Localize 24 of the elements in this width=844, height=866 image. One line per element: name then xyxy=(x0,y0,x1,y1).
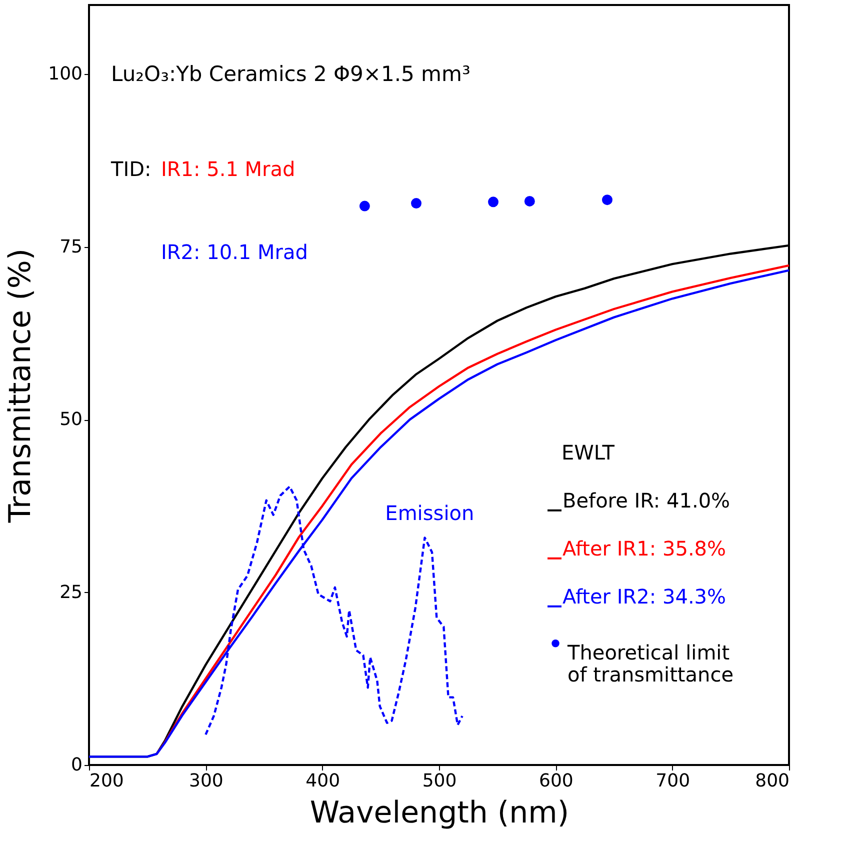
legend-title: EWLT xyxy=(562,440,616,464)
legend-label: Before IR: 41.0% xyxy=(562,488,730,512)
annotation: TID: xyxy=(110,157,152,181)
x-tick-label: 300 xyxy=(188,770,224,792)
legend-label: Theoretical limit of transmittance xyxy=(566,640,734,686)
legend-label: After IR1: 35.8% xyxy=(562,536,726,560)
series-label: Emission xyxy=(385,501,474,526)
x-tick-label: 500 xyxy=(422,770,457,792)
x-tick-label: 800 xyxy=(755,770,790,792)
x-axis-title: Wavelength (nm) xyxy=(310,796,570,830)
x-tick-label: 200 xyxy=(90,770,124,792)
text: Lu₂O₃:Yb Ceramics 2 Φ9×1.5 mm³ xyxy=(111,62,470,86)
annotation: IR2: 10.1 Mrad xyxy=(161,240,308,264)
y-tick-label: 100 xyxy=(48,64,82,85)
x-tick-label: 600 xyxy=(538,770,574,792)
y-tick-label: 75 xyxy=(60,236,82,258)
y-tick-label: 50 xyxy=(60,409,82,430)
x-tick-label: 700 xyxy=(656,770,690,792)
annotation: IR1: 5.1 Mrad xyxy=(161,157,296,181)
legend-label: After IR2: 34.3% xyxy=(562,584,726,608)
y-tick-label: 0 xyxy=(71,754,82,776)
x-tick-label: 400 xyxy=(306,770,340,792)
y-axis-title: Transmittance (%) xyxy=(3,248,38,524)
y-tick-label: 25 xyxy=(60,582,82,603)
